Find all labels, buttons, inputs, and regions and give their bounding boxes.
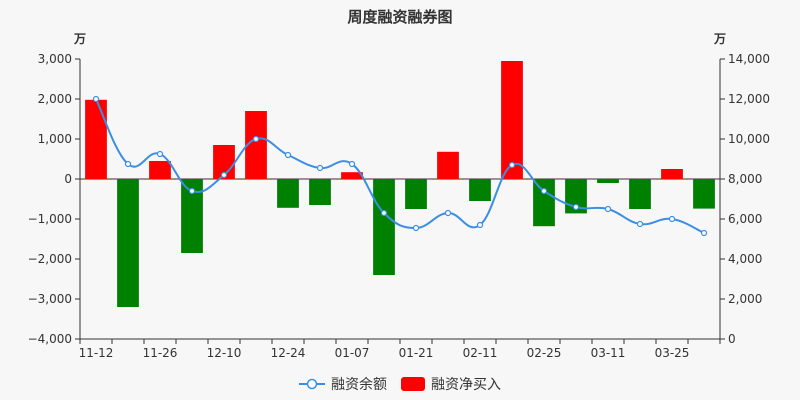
balance-point: [444, 209, 452, 217]
net-buy-bar: [373, 179, 395, 275]
net-buy-bar: [181, 179, 203, 253]
net-buy-bar: [597, 179, 619, 183]
net-buy-bar: [85, 99, 107, 179]
left-axis-unit: 万: [74, 32, 87, 46]
balance-point: [540, 187, 548, 195]
net-buy-bar: [437, 151, 459, 179]
net-buy-bar: [309, 179, 331, 205]
balance-point: [348, 160, 356, 168]
balance-point: [92, 95, 100, 103]
legend-item-balance[interactable]: 融资余额: [299, 374, 387, 394]
net-buy-bar: [469, 179, 491, 201]
balance-point: [380, 209, 388, 217]
net-buy-bar: [341, 172, 363, 179]
left-axis-tick-label: −1,000: [28, 212, 72, 226]
x-axis-tick-label: 01-21: [399, 346, 434, 360]
legend-line-icon: [299, 378, 325, 390]
legend-item-net-buy[interactable]: 融资净买入: [401, 374, 501, 394]
balance-point: [124, 160, 132, 168]
balance-point: [284, 151, 292, 159]
balance-point: [604, 205, 612, 213]
chart-title: 周度融资融券图: [347, 8, 453, 26]
right-axis-tick-label: 8,000: [728, 172, 762, 186]
legend-label-balance: 融资余额: [331, 377, 387, 393]
balance-point: [156, 150, 164, 158]
x-axis-tick-label: 03-25: [655, 346, 690, 360]
right-axis-tick-label: 2,000: [728, 292, 762, 306]
left-axis-tick-label: 0: [64, 172, 72, 186]
balance-point: [572, 203, 580, 211]
x-axis-tick-label: 11-26: [143, 346, 178, 360]
balance-point: [316, 164, 324, 172]
x-axis-tick-label: 02-11: [463, 346, 498, 360]
right-axis-tick-label: 12,000: [728, 92, 770, 106]
left-axis-tick-label: 1,000: [38, 132, 72, 146]
x-axis-tick-label: 02-25: [527, 346, 562, 360]
balance-point: [412, 224, 420, 232]
left-axis-tick-label: −4,000: [28, 332, 72, 346]
x-axis-tick-label: 12-10: [207, 346, 242, 360]
balance-point: [476, 221, 484, 229]
x-axis-tick-label: 12-24: [271, 346, 306, 360]
right-axis-tick-label: 14,000: [728, 52, 770, 66]
balance-point: [700, 229, 708, 237]
net-buy-bar: [277, 179, 299, 208]
x-axis-tick-label: 01-07: [335, 346, 370, 360]
legend-bar-icon: [401, 377, 425, 391]
net-buy-bar: [149, 161, 171, 179]
right-axis-tick-label: 6,000: [728, 212, 762, 226]
legend-label-net-buy: 融资净买入: [431, 377, 501, 393]
net-buy-bar: [629, 179, 651, 209]
x-axis-tick-label: 11-12: [79, 346, 114, 360]
balance-point: [252, 135, 260, 143]
net-buy-bar: [533, 179, 555, 227]
left-axis-tick-label: 3,000: [38, 52, 72, 66]
left-axis-tick-label: −3,000: [28, 292, 72, 306]
right-axis-tick-label: 0: [728, 332, 736, 346]
net-buy-bar: [693, 179, 715, 209]
net-buy-bar: [501, 61, 523, 179]
net-buy-bar: [661, 169, 683, 179]
net-buy-bar: [405, 179, 427, 209]
left-axis-tick-label: −2,000: [28, 252, 72, 266]
balance-point: [636, 220, 644, 228]
legend: 融资余额 融资净买入: [0, 374, 800, 394]
balance-point: [220, 171, 228, 179]
right-axis-unit: 万: [714, 32, 727, 46]
net-buy-bar: [117, 179, 139, 307]
balance-point: [508, 161, 516, 169]
balance-point: [188, 187, 196, 195]
x-axis-tick-label: 03-11: [591, 346, 626, 360]
right-axis-tick-label: 10,000: [728, 132, 770, 146]
right-axis-tick-label: 4,000: [728, 252, 762, 266]
left-axis-tick-label: 2,000: [38, 92, 72, 106]
net-buy-bar: [245, 111, 267, 179]
balance-point: [668, 215, 676, 223]
